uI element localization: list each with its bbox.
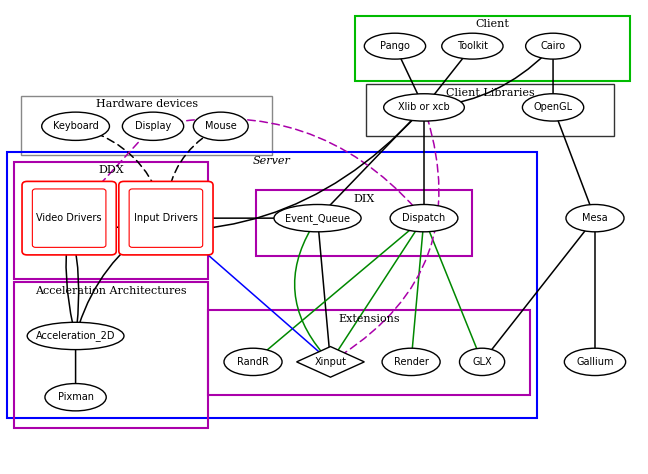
Text: DIX: DIX (354, 194, 375, 204)
Text: Xinput: Xinput (314, 357, 347, 367)
FancyArrowPatch shape (341, 117, 439, 355)
FancyArrowPatch shape (167, 131, 213, 202)
Ellipse shape (526, 33, 581, 59)
FancyArrowPatch shape (435, 53, 546, 107)
Bar (355, 16, 631, 82)
FancyArrowPatch shape (325, 114, 417, 210)
Text: Acceleration_2D: Acceleration_2D (36, 330, 115, 341)
Ellipse shape (566, 204, 624, 232)
Text: Extensions: Extensions (338, 314, 400, 324)
FancyArrowPatch shape (79, 226, 154, 325)
Text: Pixman: Pixman (58, 392, 93, 402)
Text: Xlib or xcb: Xlib or xcb (398, 102, 450, 112)
FancyArrowPatch shape (163, 118, 417, 210)
Bar (21, 96, 272, 155)
FancyArrowPatch shape (84, 115, 417, 231)
Text: Hardware devices: Hardware devices (95, 100, 198, 109)
Text: Display: Display (135, 121, 171, 131)
Text: GLX: GLX (472, 357, 492, 367)
FancyArrowPatch shape (318, 228, 329, 349)
Text: OpenGL: OpenGL (533, 102, 573, 112)
FancyArrowPatch shape (176, 228, 321, 354)
Text: Render: Render (394, 357, 428, 367)
Bar (366, 84, 614, 136)
Text: Client Libraries: Client Libraries (446, 88, 535, 98)
Ellipse shape (122, 112, 183, 140)
Ellipse shape (442, 33, 503, 59)
Text: Cairo: Cairo (540, 41, 566, 51)
Text: Acceleration Architectures: Acceleration Architectures (35, 285, 187, 295)
Ellipse shape (564, 348, 625, 375)
FancyArrowPatch shape (431, 54, 467, 99)
FancyArrowPatch shape (338, 226, 419, 351)
Ellipse shape (382, 348, 440, 375)
Bar (208, 310, 531, 395)
Ellipse shape (41, 112, 110, 140)
FancyArrowPatch shape (412, 228, 423, 350)
FancyBboxPatch shape (119, 182, 213, 255)
Ellipse shape (274, 204, 361, 232)
Text: Pango: Pango (380, 41, 410, 51)
Polygon shape (297, 346, 364, 377)
Text: Video Drivers: Video Drivers (36, 213, 102, 223)
Text: Dispatch: Dispatch (402, 213, 446, 223)
Text: Mouse: Mouse (205, 121, 237, 131)
Text: DDX: DDX (98, 165, 124, 175)
FancyArrowPatch shape (428, 227, 478, 351)
FancyArrowPatch shape (73, 233, 79, 326)
Text: Client: Client (476, 19, 510, 29)
Ellipse shape (459, 348, 505, 375)
Text: RandR: RandR (237, 357, 269, 367)
FancyBboxPatch shape (22, 182, 116, 255)
Text: Input Drivers: Input Drivers (134, 213, 198, 223)
Ellipse shape (27, 322, 124, 350)
Ellipse shape (224, 348, 282, 375)
Bar (6, 152, 537, 419)
Ellipse shape (364, 33, 426, 59)
FancyArrowPatch shape (85, 129, 161, 203)
Ellipse shape (193, 112, 248, 140)
Text: Gallium: Gallium (576, 357, 614, 367)
Text: Event_Queue: Event_Queue (285, 213, 350, 224)
FancyArrowPatch shape (557, 117, 591, 208)
Ellipse shape (384, 94, 465, 121)
Ellipse shape (45, 383, 106, 411)
FancyArrowPatch shape (80, 134, 146, 207)
Ellipse shape (390, 204, 458, 232)
FancyArrowPatch shape (488, 227, 588, 354)
Bar (14, 162, 208, 279)
Text: Server: Server (253, 156, 291, 166)
Ellipse shape (522, 94, 584, 121)
FancyArrowPatch shape (295, 228, 323, 354)
Text: Toolkit: Toolkit (457, 41, 488, 51)
Bar (14, 282, 208, 428)
Bar (256, 190, 472, 256)
FancyArrowPatch shape (399, 55, 419, 97)
FancyArrowPatch shape (262, 224, 417, 355)
FancyArrowPatch shape (66, 232, 73, 325)
Text: Keyboard: Keyboard (52, 121, 98, 131)
Text: Mesa: Mesa (582, 213, 608, 223)
